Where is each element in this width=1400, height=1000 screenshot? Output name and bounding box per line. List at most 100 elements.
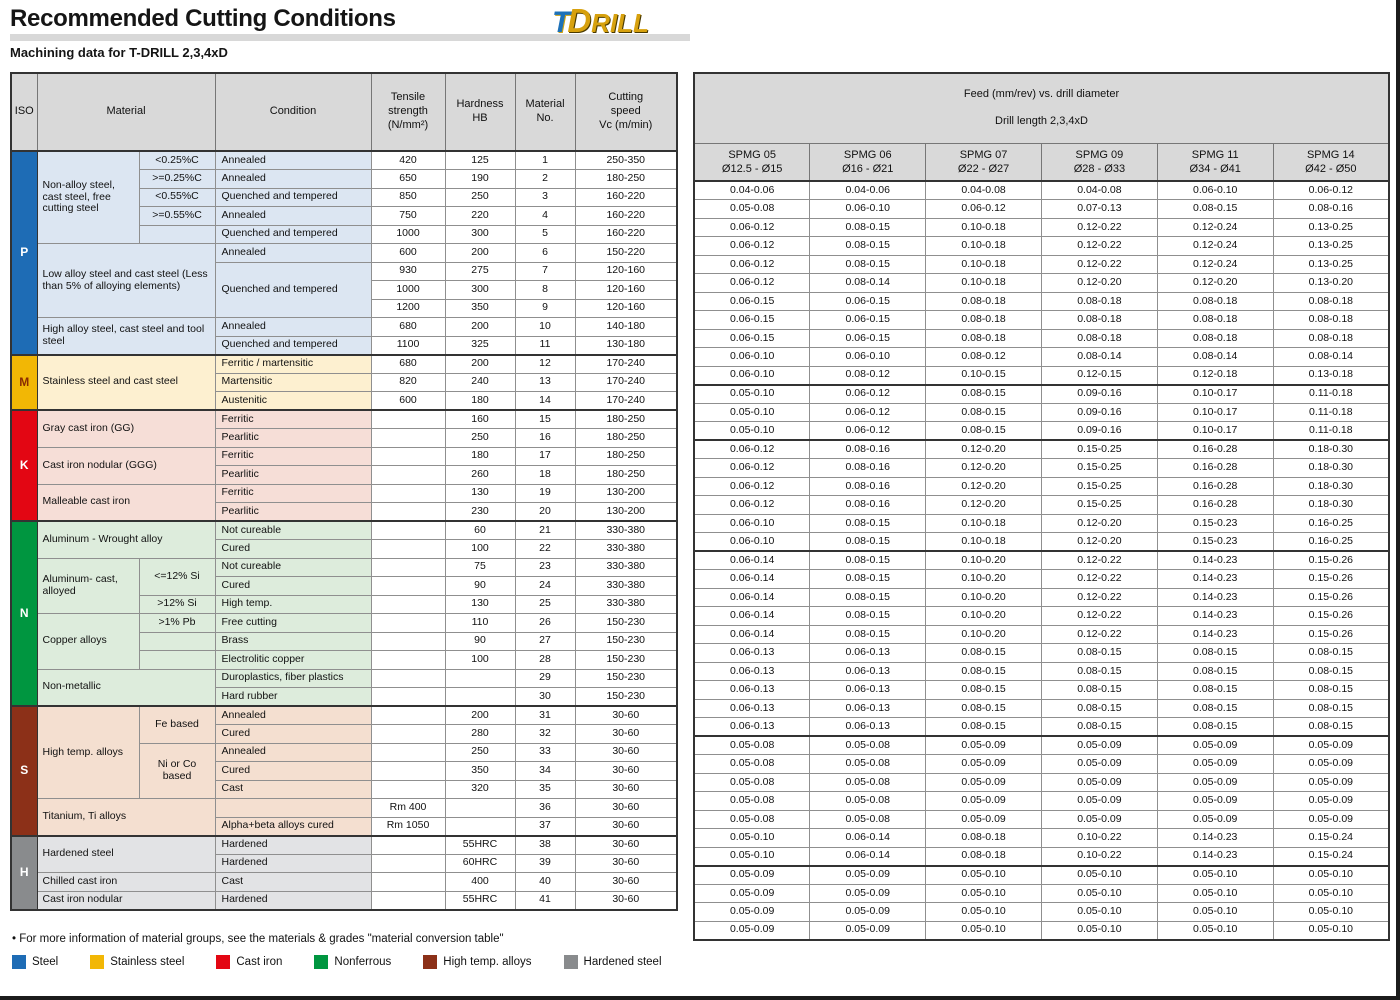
- iso-group-label-M: M: [10, 353, 38, 411]
- feed-value-cell: 0.08-0.18: [1272, 291, 1390, 312]
- condition-cell: Not cureable: [214, 520, 372, 540]
- material-no-cell: 23: [514, 557, 576, 577]
- material-no-cell: 33: [514, 742, 576, 762]
- cutting-speed-cell: 160-220: [574, 224, 678, 244]
- feed-value-cell: 0.09-0.16: [1040, 402, 1158, 423]
- feed-value-cell: 0.18-0.30: [1272, 476, 1390, 497]
- cutting-speed-cell: 30-60: [574, 705, 678, 725]
- hardness-cell: [444, 668, 516, 688]
- material-cell: Hardened steel: [36, 834, 216, 873]
- condition-cell: Cured: [214, 724, 372, 744]
- diameter-range: Ø12.5 - Ø15: [721, 163, 783, 175]
- tensile-strength-cell: [370, 631, 446, 651]
- feed-table-group-header: Feed (mm/rev) vs. drill diameter Drill l…: [693, 72, 1390, 144]
- feed-value-cell: 0.05-0.10: [693, 846, 811, 867]
- feed-value-cell: 0.10-0.18: [925, 273, 1042, 293]
- feed-value-cell: 0.08-0.15: [809, 254, 927, 275]
- feed-value-cell: 0.08-0.16: [809, 458, 927, 478]
- tensile-strength-cell: [370, 594, 446, 614]
- feed-value-cell: 0.06-0.13: [693, 680, 811, 700]
- feed-value-cell: 0.05-0.09: [925, 772, 1042, 793]
- page-title: Recommended Cutting Conditions: [10, 5, 396, 32]
- feed-value-cell: 0.08-0.14: [1156, 347, 1274, 367]
- material-cell: Low alloy steel and cast steel (Less tha…: [36, 243, 216, 318]
- feed-value-cell: 0.08-0.15: [1156, 698, 1274, 719]
- feed-value-cell: 0.08-0.15: [809, 236, 927, 256]
- feed-value-cell: 0.13-0.18: [1272, 365, 1390, 386]
- feed-value-cell: 0.05-0.09: [925, 735, 1042, 756]
- feed-value-cell: 0.12-0.22: [1040, 606, 1158, 626]
- material-cell: Malleable cast iron: [36, 483, 216, 522]
- hardness-cell: 220: [444, 206, 516, 226]
- hardness-cell: 260: [444, 465, 516, 485]
- diameter-range: Ø16 - Ø21: [842, 163, 894, 175]
- feed-value-cell: 0.12-0.22: [1040, 550, 1158, 571]
- diameter-range: Ø34 - Ø41: [1189, 163, 1241, 175]
- feed-value-cell: 0.05-0.10: [1272, 902, 1390, 922]
- legend-label: Cast iron: [236, 956, 283, 968]
- feed-value-cell: 0.15-0.23: [1156, 532, 1274, 552]
- feed-value-cell: 0.05-0.10: [693, 383, 811, 404]
- tensile-strength-cell: [370, 502, 446, 522]
- feed-value-cell: 0.05-0.09: [809, 864, 927, 885]
- feed-value-cell: 0.08-0.15: [1040, 643, 1158, 663]
- condition-cell: Annealed: [214, 206, 372, 226]
- feed-value-cell: 0.12-0.20: [1040, 273, 1158, 293]
- hardness-cell: 75: [444, 557, 516, 577]
- feed-value-cell: 0.06-0.15: [693, 291, 811, 312]
- logo-letter-t: T: [552, 6, 571, 39]
- material-no-cell: 13: [514, 372, 576, 392]
- material-no-cell: 36: [514, 798, 576, 818]
- diameter-range: Ø22 - Ø27: [957, 163, 1010, 175]
- feed-value-cell: 0.10-0.17: [1156, 402, 1274, 423]
- tensile-strength-cell: [370, 724, 446, 744]
- feed-value-cell: 0.06-0.12: [809, 421, 927, 441]
- feed-value-cell: 0.12-0.22: [1040, 254, 1158, 275]
- feed-value-cell: 0.04-0.06: [693, 180, 811, 201]
- cutting-speed-cell: 150-230: [574, 687, 678, 707]
- feed-value-cell: 0.08-0.18: [925, 310, 1042, 330]
- insert-name: SPMG 14: [1306, 148, 1355, 161]
- material-no-cell: 29: [514, 668, 576, 688]
- feed-value-cell: 0.05-0.10: [693, 402, 811, 423]
- insert-name: SPMG 11: [1191, 148, 1239, 161]
- material-no-cell: 25: [514, 594, 576, 614]
- material-table: ISO Material Condition Tensile strength …: [10, 72, 678, 911]
- feed-table-title-line1: Feed (mm/rev) vs. drill diameter: [963, 87, 1120, 100]
- feed-value-cell: 0.08-0.15: [809, 569, 927, 589]
- feed-value-cell: 0.10-0.15: [925, 365, 1042, 386]
- feed-value-cell: 0.10-0.20: [925, 550, 1042, 571]
- feed-table-body: 0.04-0.06 0.04-0.06 0.04-0.08 0.04-0.08 0.06…: [693, 180, 1390, 941]
- logo-letter-d: D: [567, 2, 592, 39]
- hardness-cell: 90: [444, 576, 516, 596]
- feed-value-cell: 0.05-0.09: [1272, 772, 1390, 793]
- hardness-cell: 160: [444, 409, 516, 429]
- material-sub-cell: [138, 224, 216, 244]
- legend-color-swatch: [90, 955, 105, 969]
- feed-value-cell: 0.08-0.15: [1156, 717, 1274, 737]
- feed-table-title-line2: Drill length 2,3,4xD: [995, 115, 1088, 128]
- feed-value-cell: 0.05-0.08: [693, 809, 811, 830]
- feed-value-cell: 0.10-0.18: [925, 254, 1042, 275]
- feed-value-cell: 0.15-0.23: [1156, 513, 1274, 534]
- feed-value-cell: 0.08-0.15: [925, 421, 1042, 441]
- material-cell: Cast iron nodular (GGG): [36, 446, 216, 485]
- feed-value-cell: 0.05-0.10: [1156, 920, 1274, 941]
- feed-value-cell: 0.08-0.18: [925, 846, 1042, 867]
- hardness-cell: 280: [444, 724, 516, 744]
- hardness-cell: 180: [444, 391, 516, 411]
- feed-value-cell: 0.08-0.16: [809, 476, 927, 497]
- feed-value-cell: 0.06-0.10: [693, 532, 811, 552]
- feed-table: Feed (mm/rev) vs. drill diameter Drill l…: [693, 72, 1390, 941]
- condition-cell: Annealed: [214, 243, 372, 263]
- material-no-cell: 9: [514, 298, 576, 318]
- condition-cell: Annealed: [214, 150, 372, 170]
- feed-value-cell: 0.07-0.13: [1040, 199, 1158, 219]
- feed-value-cell: 0.08-0.15: [925, 661, 1042, 682]
- material-no-cell: 21: [514, 520, 576, 540]
- diameter-range: Ø42 - Ø50: [1305, 163, 1357, 175]
- feed-value-cell: 0.06-0.13: [809, 661, 927, 682]
- iso-group-label-H: H: [10, 834, 38, 910]
- feed-value-cell: 0.05-0.10: [925, 902, 1042, 922]
- header-tensile-strength: Tensile strength (N/mm²): [370, 72, 446, 152]
